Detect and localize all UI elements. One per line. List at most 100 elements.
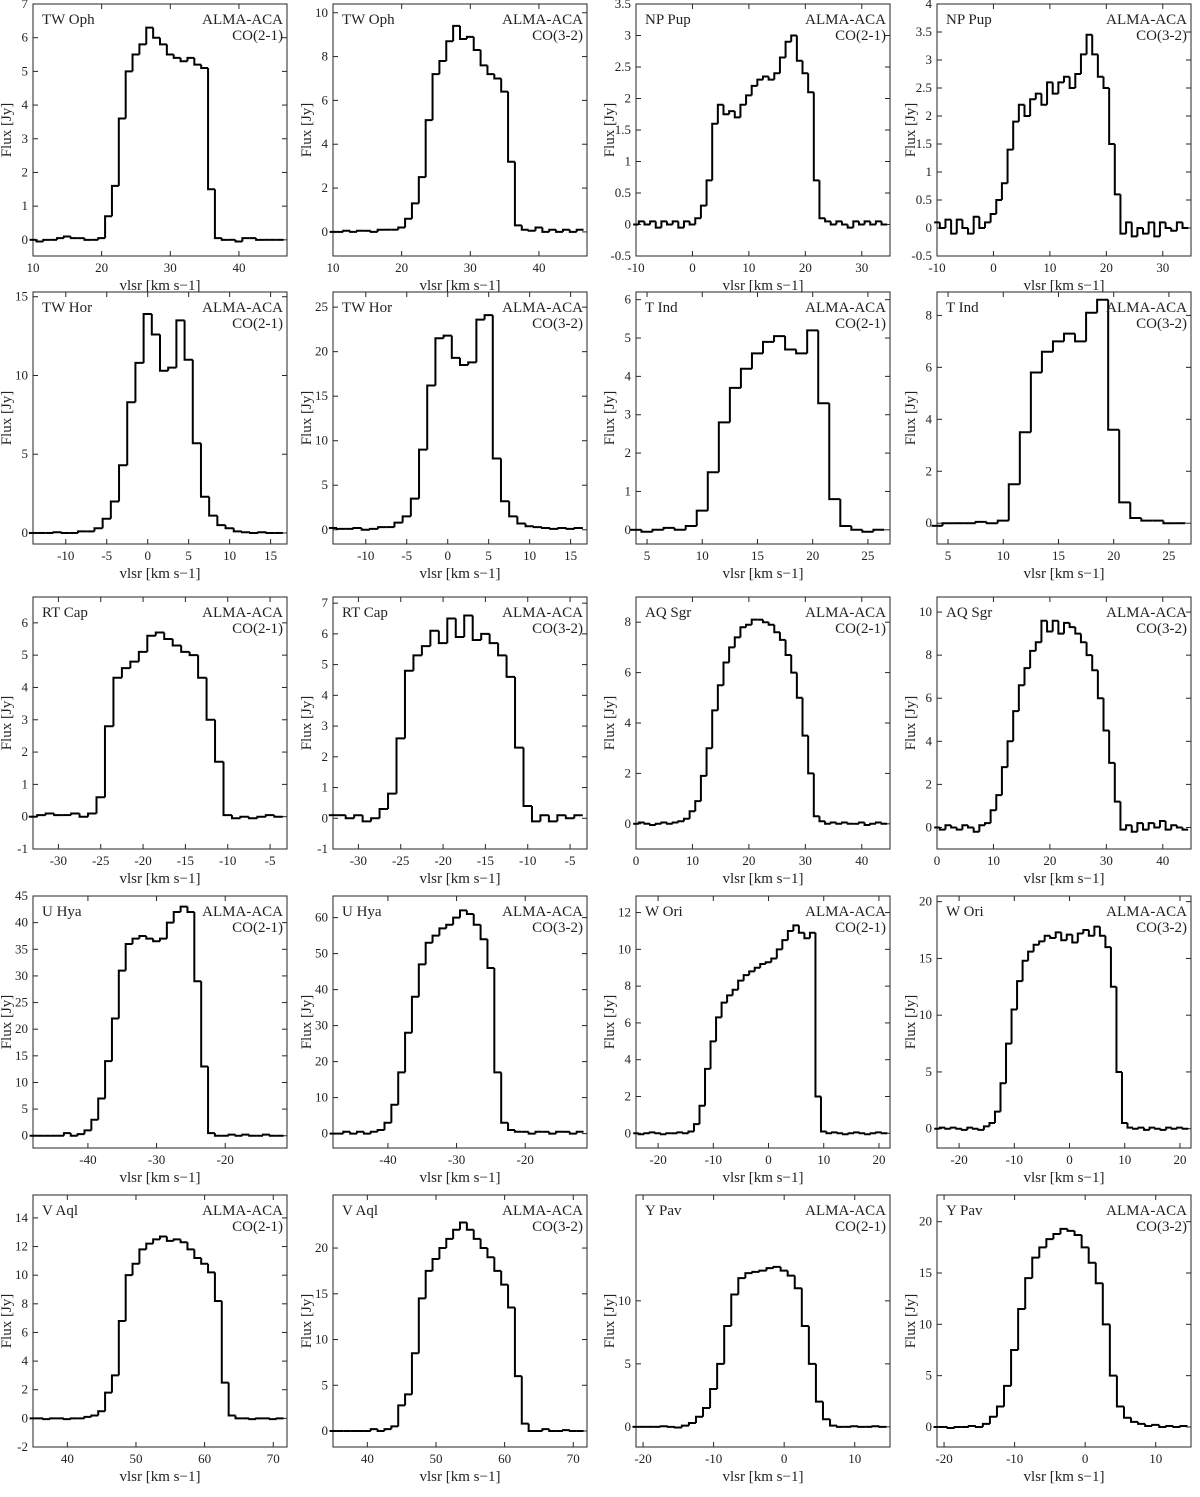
spectrum-step [944,218,952,228]
spectrum-step [452,24,460,42]
y-tick-label: 12 [15,1239,28,1254]
spectrum-step [1076,932,1084,943]
spectrum-step [857,821,865,824]
x-tick-label: 30 [799,853,812,868]
panel-annotation: ALMA-ACA [805,12,886,28]
spectrum-step [445,923,454,929]
spectrum-step [353,814,363,819]
y-tick-label: 6 [926,359,933,374]
spectrum-step [839,499,852,527]
y-tick-label: 60 [315,910,328,925]
spectrum-step [248,1134,257,1137]
spectrum-step [179,905,188,912]
spectrum-step [1175,825,1183,829]
panel-annotation: ALMA-ACA [502,605,583,621]
x-tick-label: 10 [817,1152,830,1167]
spectrum-step [403,669,414,739]
x-tick-label: 10 [327,260,340,275]
spectrum-step [138,934,147,939]
y-tick-label: 5 [322,1377,329,1392]
panel-annotation: ALMA-ACA [805,1203,886,1219]
y-tick-label: 14 [15,1210,29,1225]
spectrum-step [97,1410,106,1416]
spectrum-step [778,632,786,641]
y-tick-label: 5 [22,446,29,461]
spectrum-step [1153,222,1160,238]
spectrum-step [803,932,810,940]
spectrum-step [716,103,724,124]
spectrum-step [1046,620,1053,633]
y-tick-label: 2 [625,1088,632,1103]
spectrum-step [124,70,133,119]
spectrum-step [637,220,645,225]
spectrum-step [255,1417,263,1420]
spectrum-step [1023,667,1031,686]
spectrum-step [361,815,372,823]
x-tick-label: 0 [765,1152,772,1167]
spectrum-step [875,1131,882,1134]
spectrum-step [131,53,140,72]
spectrum-step [1176,1126,1183,1129]
spectrum-step [1040,93,1048,106]
spectrum-step [1108,1324,1117,1377]
spectrum-step [207,1263,215,1274]
spectrum-step [660,821,668,824]
spectrum-step [698,1104,706,1125]
y-tick-label: 6 [22,615,29,630]
y-tick-label: 2 [22,164,29,179]
spectrum-step [812,773,820,818]
spectrum-step [1140,518,1153,522]
spectrum-step [273,815,283,818]
spectrum-step [1085,311,1098,342]
spectrum-step [977,1128,984,1131]
y-tick-label: 2 [625,765,632,780]
spectrum-step [773,624,780,634]
spectrum-step [117,117,126,186]
spectrum-step [676,1131,683,1134]
spectrum-step [1065,933,1073,941]
y-axis-label: Flux [Jy] [0,995,15,1050]
spectrum-step [722,661,730,686]
y-tick-label: 4 [22,679,29,694]
panel: -40 -30 -20 0 5 10 15 20 25 30 35 40 45 U Hya ALMA-ACA… [0,888,288,1186]
spectrum-step [654,822,662,826]
spectrum-step [167,366,177,371]
spectrum-step [1057,620,1064,635]
spectrum-step [1125,824,1132,830]
spectrum-step [1068,76,1076,89]
panel-annotation: CO(3-2) [1136,621,1187,637]
spectrum-step [814,1363,823,1403]
y-tick-label: 5 [322,477,329,492]
spectrum-step [762,75,769,80]
x-axis-label: vlsr [km s−1] [420,566,501,582]
spectrum-step [516,516,526,525]
y-tick-label: 2 [22,1382,29,1397]
spectrum-step [1113,762,1121,803]
panel-title: TW Oph [342,12,395,28]
spectrum-step [401,515,411,523]
x-axis-label: vlsr [km s−1] [1024,1170,1105,1186]
spectrum-step [1051,340,1064,352]
spectrum-step [200,981,209,1068]
spectrum-step [145,935,154,940]
spectrum-step [539,814,549,822]
spectrum-step [362,1131,371,1135]
spectrum-step [83,238,92,241]
x-axis-label: vlsr [km s−1] [420,1170,501,1186]
spectrum-step [688,221,696,226]
x-tick-label: 10 [696,548,709,563]
spectrum-step [1130,1417,1139,1423]
x-axis-label: vlsr [km s−1] [723,1469,804,1485]
y-tick-label: 5 [22,1101,29,1116]
spectrum-step [424,119,433,178]
spectrum-step [568,1131,577,1135]
y-tick-label: 6 [625,1015,632,1030]
spectrum-step [801,60,809,75]
y-tick-label: 20 [15,1021,28,1036]
panel-annotation: CO(3-2) [532,621,583,637]
panel-annotation: CO(3-2) [1136,1219,1187,1235]
panel-title: AQ Sgr [946,605,992,621]
y-tick-label: 3 [926,52,933,67]
